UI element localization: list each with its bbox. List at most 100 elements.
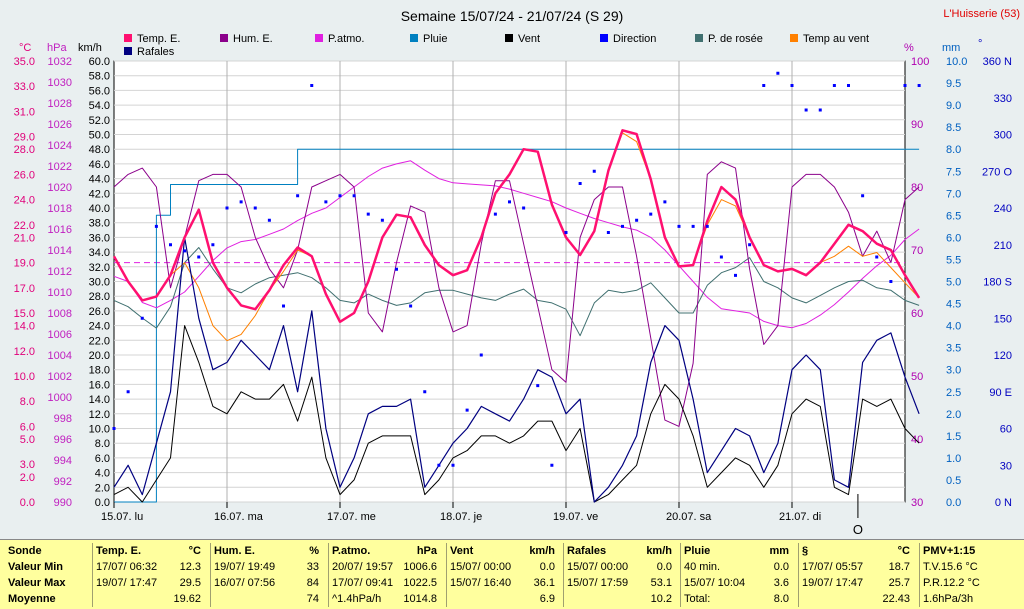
stats-time: 17/07/ 06:32 <box>96 561 158 573</box>
direction-tick-label: 360 N <box>983 56 1012 68</box>
wind-tick-label: 40.0 <box>89 203 110 215</box>
day-label: 19.07. ve <box>553 511 598 523</box>
direction-tick-label: 180 S <box>983 277 1012 289</box>
temp-unit: °C <box>19 42 31 54</box>
data-series <box>112 71 921 503</box>
legend-swatch-temp <box>124 34 132 42</box>
stats-row: Valeur Min <box>5 559 90 575</box>
direction-point <box>719 255 723 259</box>
direction-point <box>550 463 554 467</box>
rain-tick-label: 10.0 <box>946 56 967 68</box>
stats-column-pluie: Pluie mm 40 min. 0.0 15/07/ 10:04 3.6 Total: 8.… <box>680 543 793 607</box>
wind-tick-label: 44.0 <box>89 174 110 186</box>
direction-point <box>621 224 624 228</box>
stats-time: 15/07/ 00:00 <box>567 561 629 573</box>
rain-tick-label: 7.5 <box>946 166 961 178</box>
stats-header-row: Sonde <box>5 543 90 559</box>
wind-tick-label: 50.0 <box>89 130 110 142</box>
rain-unit: mm <box>942 42 960 54</box>
series-line-vent <box>113 325 920 503</box>
direction-point <box>903 84 907 87</box>
wind-tick-label: 8.0 <box>95 438 110 450</box>
stats-row: 19/07/ 19:49 33 <box>211 559 323 575</box>
stats-row: 15/07/ 16:40 36.1 <box>447 575 559 591</box>
direction-point <box>140 316 144 320</box>
series-line-rosee <box>113 247 920 337</box>
stats-time: 20/07/ 19:57 <box>332 561 394 573</box>
direction-tick-label: 210 <box>994 240 1012 252</box>
stats-row: T.V.15.6 °C <box>920 559 1020 575</box>
wind-tick-label: 26.0 <box>89 306 110 318</box>
stats-row-label: Moyenne <box>8 593 56 605</box>
pressure-tick-label: 1020 <box>48 182 72 194</box>
direction-tick-label: 0 N <box>995 497 1012 509</box>
stats-value: 33 <box>306 561 319 573</box>
rain-tick-label: 0.0 <box>946 497 961 509</box>
direction-tick-label: 30 <box>1000 460 1012 472</box>
stats-time: 19/07/ 19:49 <box>214 561 276 573</box>
wind-tick-label: 30.0 <box>89 277 110 289</box>
wind-tick-label: 48.0 <box>89 144 110 156</box>
stats-row: 19/07/ 17:47 29.5 <box>93 575 205 591</box>
stats-time: 40 min. <box>684 561 721 573</box>
direction-point <box>154 224 158 228</box>
rain-tick-label: 5.0 <box>946 277 961 289</box>
stats-header: Rafales <box>567 545 607 557</box>
rain-tick-label: 3.0 <box>946 365 961 377</box>
temp-tick-label: 35.0 <box>14 56 35 68</box>
stats-unit: % <box>309 545 319 557</box>
direction-point <box>465 408 469 412</box>
direction-tick-label: 150 <box>994 313 1012 325</box>
direction-point <box>748 243 752 247</box>
wind-tick-label: 34.0 <box>89 247 110 259</box>
stats-value: 12.3 <box>179 561 201 573</box>
rain-tick-label: 9.0 <box>946 100 961 112</box>
direction-point <box>366 212 370 216</box>
direction-point <box>423 390 427 394</box>
wind-tick-label: 6.0 <box>95 453 110 465</box>
temp-tick-label: 0.0 <box>20 497 35 509</box>
direction-tick-label: 60 <box>1000 424 1012 436</box>
humidity-tick-label: 40 <box>911 434 923 446</box>
direction-point <box>861 194 865 198</box>
direction-point <box>832 84 836 87</box>
stats-time: 15/07/ 00:00 <box>450 561 512 573</box>
temp-tick-label: 22.0 <box>14 220 35 232</box>
stats-unit: km/h <box>646 545 672 557</box>
direction-point <box>875 255 879 259</box>
humidity-tick-label: 50 <box>911 371 923 383</box>
temp-tick-label: 19.0 <box>14 258 35 270</box>
pressure-tick-label: 1000 <box>48 392 72 404</box>
stats-row: 17/07/ 06:32 12.3 <box>93 559 205 575</box>
pressure-tick-label: 1010 <box>48 287 72 299</box>
stats-value: 6.9 <box>539 593 555 605</box>
humidity-tick-label: 60 <box>911 308 923 320</box>
pressure-tick-label: 1004 <box>48 350 72 362</box>
rain-tick-label: 2.0 <box>946 409 961 421</box>
direction-point <box>225 206 229 210</box>
temp-tick-label: 33.0 <box>14 81 35 93</box>
wind-tick-label: 46.0 <box>89 159 110 171</box>
direction-point <box>324 200 328 204</box>
direction-point <box>564 231 568 234</box>
stats-time: 19/07/ 17:47 <box>96 577 158 589</box>
stats-value: 53.1 <box>650 577 672 589</box>
wind-tick-label: 54.0 <box>89 100 110 112</box>
rain-tick-label: 6.5 <box>946 210 961 222</box>
stats-value: 8.0 <box>773 593 789 605</box>
wind-tick-label: 0.0 <box>95 497 110 509</box>
stats-value: 36.1 <box>533 577 555 589</box>
direction-point <box>734 273 737 277</box>
temp-tick-label: 15.0 <box>14 308 35 320</box>
rain-tick-label: 8.0 <box>946 144 961 156</box>
wind-tick-label: 10.0 <box>89 424 110 436</box>
direction-point <box>592 169 596 173</box>
stats-row: 15/07/ 00:00 0.0 <box>564 559 676 575</box>
direction-point <box>211 243 215 247</box>
legend-swatch-rosee <box>695 34 703 42</box>
stats-row: 20/07/ 19:57 1006.6 <box>329 559 441 575</box>
stats-header: P.atmo. <box>332 545 371 557</box>
stats-header: Hum. E. <box>214 545 255 557</box>
pressure-tick-label: 1014 <box>48 245 72 257</box>
pressure-tick-label: 1028 <box>48 98 72 110</box>
